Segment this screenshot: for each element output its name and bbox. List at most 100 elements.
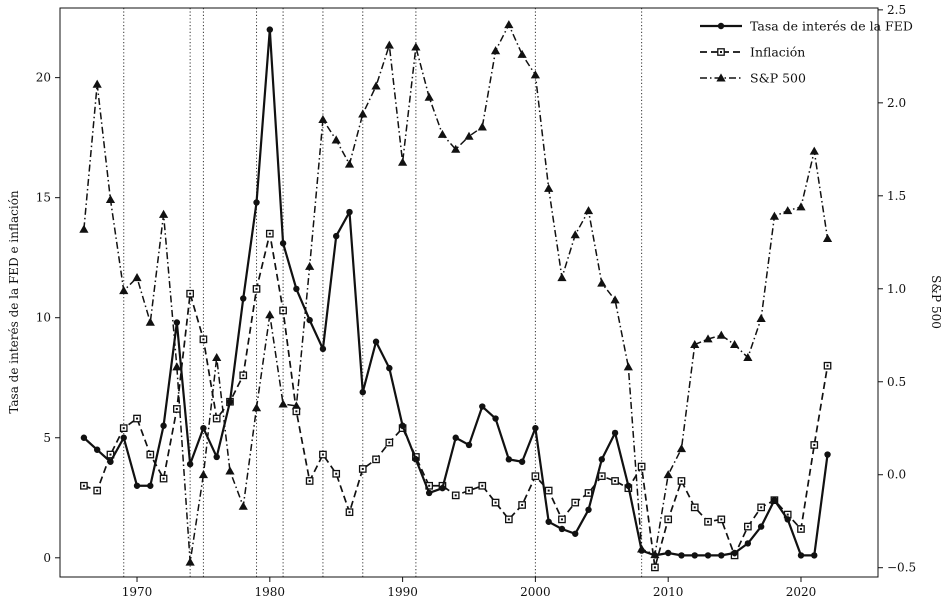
series-line-sp500 (83, 23, 829, 563)
sp500-point-2004 (583, 206, 594, 215)
inflation-point-2011 (677, 477, 686, 485)
inflation-point-1999 (518, 501, 526, 509)
fed-rate-point-1985 (333, 232, 340, 240)
series-line-fed-rate (83, 28, 829, 557)
inflation-point-2003 (571, 498, 580, 507)
y-tick-label-5: 5 (43, 431, 51, 445)
y2-tick-label-1: 0.0 (887, 468, 906, 482)
sp500-point-2003 (570, 230, 580, 239)
sp500-point-2019 (783, 206, 793, 215)
inflation-point-1983 (305, 477, 314, 485)
inflation-point-2000 (531, 472, 540, 481)
sp500-point-1983 (305, 261, 315, 270)
inflation-point-2004 (584, 489, 593, 497)
y-tick-label-0: 0 (43, 551, 51, 565)
inflation-point-2022 (823, 361, 832, 370)
inflation-point-1973 (173, 405, 181, 413)
fed-rate-point-2002 (558, 525, 566, 533)
fed-rate-point-1971 (147, 482, 154, 489)
sp500-point-1977 (225, 466, 235, 475)
sp500-point-1990 (398, 157, 408, 166)
inflation-point-2012 (690, 503, 699, 512)
inflation-point-2014 (717, 515, 726, 524)
series-inflation (80, 229, 832, 572)
fed-rate-point-2003 (572, 530, 579, 537)
sp500-point-2015 (729, 339, 740, 349)
fed-rate-point-1987 (359, 388, 366, 396)
sp500-point-2017 (756, 313, 766, 322)
fed-rate-point-2014 (718, 552, 725, 559)
inflation-point-1995 (465, 486, 473, 495)
fed-rate-point-1978 (240, 295, 247, 302)
y2-tick-label-4: 1.5 (887, 189, 906, 203)
x-tick-label-2010: 2010 (653, 585, 684, 599)
inflation-point-1966 (80, 481, 88, 490)
inflation-point-1974 (186, 289, 194, 298)
fed-rate-point-2005 (598, 456, 605, 463)
fed-rate-point-2004 (585, 506, 592, 513)
sp500-point-1995 (464, 131, 474, 140)
inflation-point-1988 (372, 455, 380, 464)
x-tick-label-1970: 1970 (122, 585, 153, 599)
inflation-point-2020 (797, 525, 805, 533)
y-tick-label-20: 20 (36, 71, 51, 85)
fed-rate-point-1974 (186, 460, 194, 468)
fed-rate-point-2000 (532, 424, 539, 432)
series-fed-rate (80, 26, 831, 559)
sp500-point-1986 (344, 159, 355, 168)
fed-rate-point-1981 (279, 240, 287, 247)
fed-rate-point-1989 (386, 364, 393, 372)
legend-label-inflation: Inflación (750, 45, 805, 60)
inflation-point-2021 (810, 441, 819, 449)
sp500-point-2021 (809, 146, 819, 155)
y2-tick-label-0: −0.5 (887, 561, 916, 575)
legend-label-sp500: S&P 500 (750, 71, 806, 86)
sp500-point-1972 (158, 209, 169, 218)
sp500-point-1987 (358, 109, 368, 118)
sp500-point-1994 (451, 144, 461, 153)
sp500-point-2022 (822, 233, 833, 243)
inflation-point-1984 (319, 450, 327, 459)
inflation-point-1967 (93, 486, 102, 495)
legend-item-sp500: S&P 500 (700, 71, 806, 86)
inflation-point-1997 (491, 498, 500, 507)
sp500-point-1976 (212, 352, 222, 362)
sp500-point-2012 (690, 339, 700, 349)
sp500-point-1973 (172, 362, 182, 371)
fed-rate-point-1980 (266, 26, 274, 33)
sp500-point-1989 (384, 40, 394, 49)
fed-rate-point-1967 (93, 446, 101, 453)
fed-rate-point-1990 (399, 422, 406, 429)
fed-rate-point-1969 (120, 434, 127, 441)
inflation-point-2013 (704, 517, 712, 526)
plot-frame (59, 7, 879, 578)
sp500-point-1971 (145, 317, 155, 326)
sp500-point-1974 (185, 557, 195, 566)
sp500-point-2001 (544, 183, 554, 192)
inflation-point-2008 (637, 462, 646, 471)
fed-rate-point-1975 (200, 424, 207, 432)
inflation-point-1994 (451, 491, 460, 500)
fed-rate-point-1995 (465, 441, 473, 449)
fed-rate-point-2015 (731, 549, 738, 557)
axes: 1970 1980 1990 2000 2010 2020 0 5 10 15 20 −0.5 0.0 0… (36, 3, 916, 599)
fed-rate-point-2009 (651, 552, 659, 559)
fed-rate-point-2018 (771, 496, 778, 504)
fed-rate-point-1966 (80, 434, 88, 441)
fed-rate-point-1976 (213, 453, 220, 461)
sp500-point-1968 (105, 194, 116, 203)
fed-rate-point-1977 (226, 398, 234, 405)
inflation-point-2006 (611, 477, 619, 485)
legend-marker-fed-rate (717, 22, 725, 30)
inflation-point-2002 (558, 515, 566, 524)
inflation-point-2010 (664, 515, 673, 524)
series-line-inflation (83, 232, 829, 569)
sp500-point-1997 (490, 46, 501, 55)
y2-tick-label-3: 1.0 (887, 282, 906, 296)
fed-rate-point-2016 (744, 540, 752, 547)
fed-rate-point-1979 (253, 199, 260, 206)
inflation-point-1998 (504, 515, 513, 524)
fed-rate-point-1996 (479, 403, 486, 410)
fed-rate-point-1983 (306, 316, 313, 324)
